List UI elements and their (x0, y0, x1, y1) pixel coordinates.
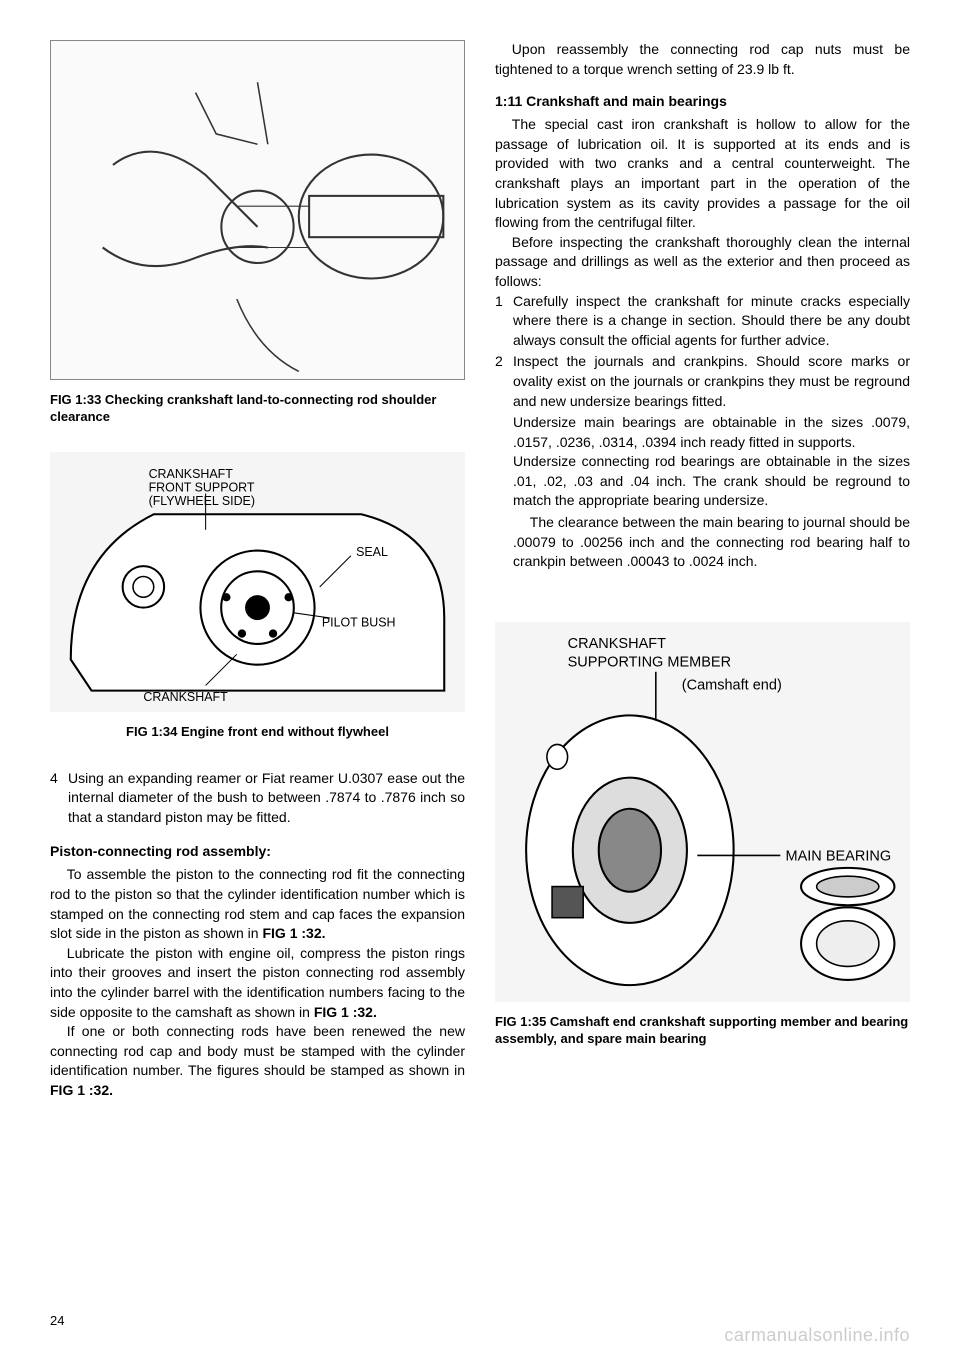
list-number-4: 4 (50, 769, 68, 828)
fig135-label-supporting-1: CRANKSHAFT (568, 636, 667, 652)
list-item-4: 4 Using an expanding reamer or Fiat ream… (50, 769, 465, 828)
intro-text: Upon reassembly the connecting rod cap n… (495, 40, 910, 79)
figure-1-33-image (50, 40, 465, 380)
list-text-2: Inspect the journals and crankpins. Shou… (513, 352, 910, 411)
page-number: 24 (50, 1313, 64, 1328)
list-item-2: 2 Inspect the journals and crankpins. Sh… (495, 352, 910, 411)
body-1-11: The special cast iron crankshaft is holl… (495, 115, 910, 291)
figure-1-33-caption: FIG 1:33 Checking crankshaft land-to-con… (50, 392, 465, 426)
fig135-label-camshaft-end: (Camshaft end) (682, 677, 782, 693)
fig135-label-main-bearing: MAIN BEARING (786, 848, 892, 864)
fig135-label-supporting-2: SUPPORTING MEMBER (568, 654, 731, 670)
list-text-1: Carefully inspect the crankshaft for min… (513, 292, 910, 351)
piston-p1-ref: FIG 1 :32. (262, 925, 325, 941)
fig-134-sketch: CRANKSHAFT FRONT SUPPORT (FLYWHEEL SIDE)… (50, 452, 465, 712)
p111-2: Before inspecting the crankshaft thoroug… (495, 233, 910, 292)
intro-p: Upon reassembly the connecting rod cap n… (495, 40, 910, 79)
list-number-2: 2 (495, 352, 513, 411)
piston-p2: Lubricate the piston with engine oil, co… (50, 944, 465, 1022)
list-text-4: Using an expanding reamer or Fiat reamer… (68, 769, 465, 828)
fig134-label-crankshaft-front: CRANKSHAFT (149, 467, 234, 481)
piston-body: To assemble the piston to the connecting… (50, 865, 465, 1100)
figure-1-34-caption: FIG 1:34 Engine front end without flywhe… (50, 724, 465, 741)
fig134-label-front-support: FRONT SUPPORT (149, 480, 255, 494)
fig134-label-pilot-bush: PILOT BUSH (322, 615, 396, 629)
fig134-label-seal: SEAL (356, 545, 388, 559)
piston-heading: Piston-connecting rod assembly: (50, 843, 465, 859)
piston-p2-text: Lubricate the piston with engine oil, co… (50, 945, 465, 1020)
list-item-1: 1 Carefully inspect the crankshaft for m… (495, 292, 910, 351)
piston-p3: If one or both connecting rods have been… (50, 1022, 465, 1100)
heading-1-11: 1:11 Crankshaft and main bearings (495, 93, 910, 109)
fig134-label-flywheel-side: (FLYWHEEL SIDE) (149, 494, 255, 508)
figure-1-35-image: CRANKSHAFT SUPPORTING MEMBER (Camshaft e… (495, 622, 910, 1002)
piston-p1: To assemble the piston to the connecting… (50, 865, 465, 943)
p111-1: The special cast iron crankshaft is holl… (495, 115, 910, 233)
clearance-p: The clearance between the main bearing t… (513, 513, 910, 572)
list-text-2c: Undersize connecting rod bearings are ob… (495, 452, 910, 511)
figure-1-34-image: CRANKSHAFT FRONT SUPPORT (FLYWHEEL SIDE)… (50, 452, 465, 712)
list-text-2b: Undersize main bearings are obtainable i… (495, 413, 910, 452)
watermark: carmanualsonline.info (724, 1325, 910, 1346)
piston-p2-ref: FIG 1 :32. (314, 1004, 377, 1020)
fig-135-sketch: CRANKSHAFT SUPPORTING MEMBER (Camshaft e… (495, 622, 910, 1002)
clearance-text: The clearance between the main bearing t… (495, 513, 910, 572)
fig-133-sketch (51, 41, 464, 380)
piston-p3-ref: FIG 1 :32. (50, 1082, 113, 1098)
list-number-1: 1 (495, 292, 513, 351)
right-column: Upon reassembly the connecting rod cap n… (495, 40, 910, 1328)
left-column: FIG 1:33 Checking crankshaft land-to-con… (50, 40, 465, 1328)
piston-p1-text: To assemble the piston to the connecting… (50, 866, 465, 941)
fig134-label-crankshaft: CRANKSHAFT (143, 690, 228, 704)
figure-1-35-caption: FIG 1:35 Camshaft end crankshaft support… (495, 1014, 910, 1048)
piston-p3-text: If one or both connecting rods have been… (50, 1023, 465, 1078)
